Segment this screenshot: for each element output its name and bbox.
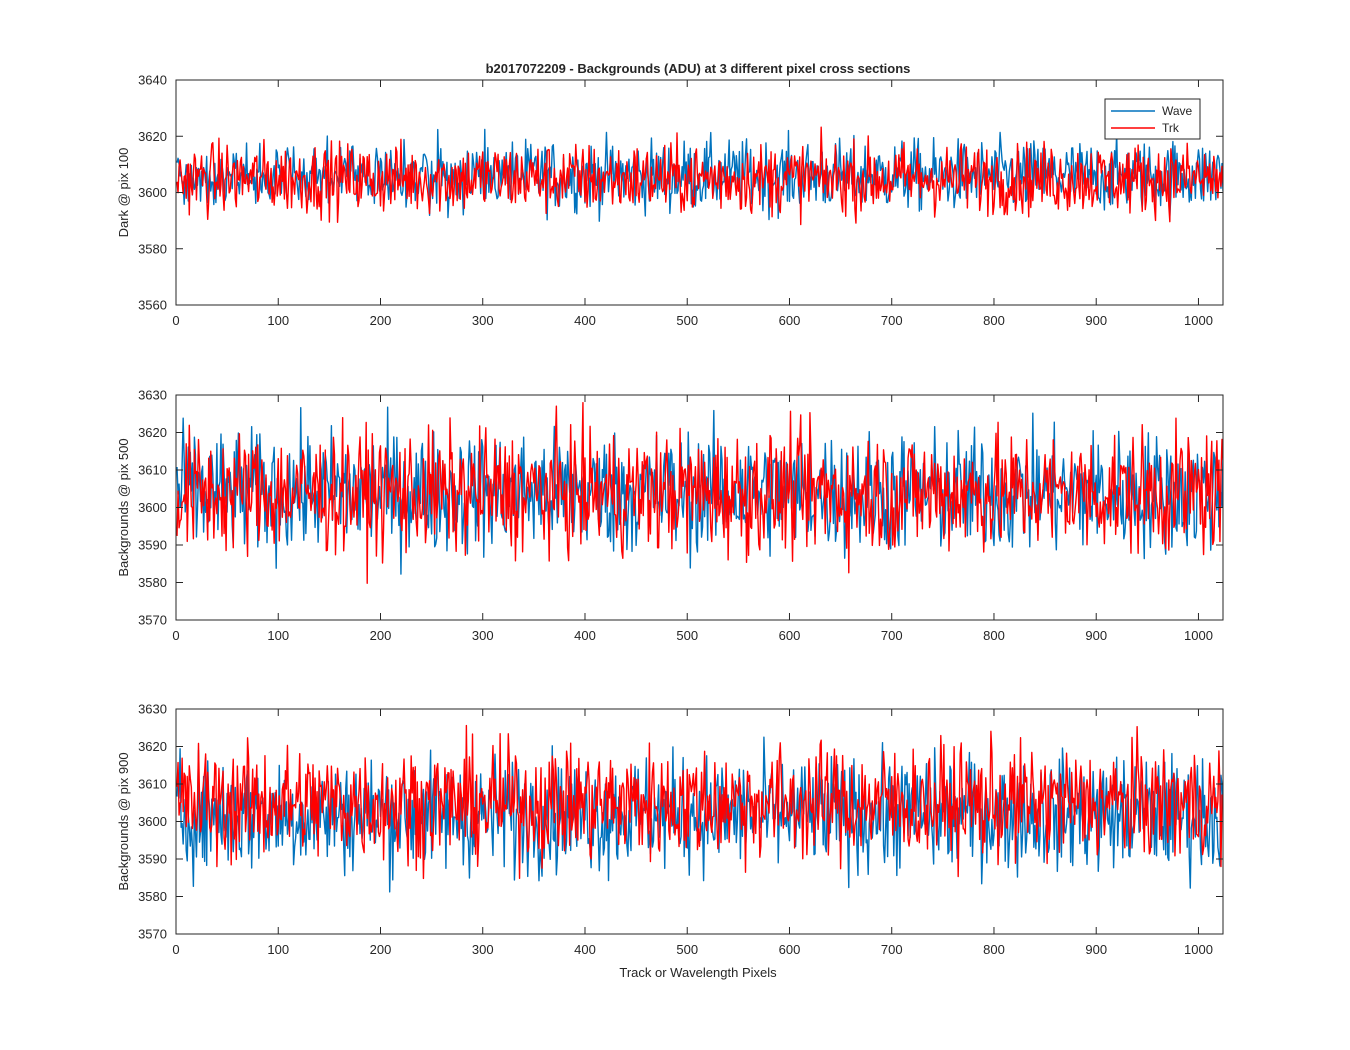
x-tick-label: 300	[472, 628, 494, 643]
series-trk-line	[176, 402, 1223, 584]
x-tick-label: 700	[881, 628, 903, 643]
panel-2: 0 100 200 300 400 500 600 700 800 900 1000 3570 3580…	[116, 388, 1224, 643]
y-tick-label: 3580	[138, 575, 167, 590]
x-tick-label: 900	[1085, 313, 1107, 328]
x-tick-label: 400	[574, 628, 596, 643]
x-tick-label: 700	[881, 313, 903, 328]
panel-3: 0 100 200 300 400 500 600 700 800 900 1000 3570 3580…	[116, 702, 1224, 957]
x-tick-label: 200	[370, 628, 392, 643]
x-tick-label: 500	[676, 313, 698, 328]
y-tick-label: 3580	[138, 889, 167, 904]
y-tick-label: 3600	[138, 814, 167, 829]
y-axis-label: Dark @ pix 100	[116, 148, 131, 238]
x-tick-label: 300	[472, 942, 494, 957]
y-tick-label: 3600	[138, 185, 167, 200]
y-tick-label: 3590	[138, 852, 167, 867]
x-tick-label: 100	[267, 942, 289, 957]
legend: Wave Trk	[1104, 98, 1201, 140]
x-axis-label: Track or Wavelength Pixels	[619, 965, 777, 980]
y-tick-label: 3620	[138, 425, 167, 440]
panel-1: 0 100 200 300 400 500 600 700 800 900 1000 3560 3580…	[116, 73, 1224, 328]
y-tick-label: 3630	[138, 388, 167, 403]
x-tick-label: 600	[779, 942, 801, 957]
x-tick-label: 800	[983, 313, 1005, 328]
y-tick-label: 3620	[138, 739, 167, 754]
legend-box	[1104, 98, 1201, 140]
y-axis-label: Backgrounds @ pix 500	[116, 438, 131, 576]
x-tick-label: 400	[574, 313, 596, 328]
series-trk-line	[176, 724, 1223, 880]
x-tick-label: 100	[267, 313, 289, 328]
panels: 0 100 200 300 400 500 600 700 800 900 100035603580…	[116, 73, 1224, 957]
y-tick-label: 3610	[138, 777, 167, 792]
x-tick-label: 400	[574, 942, 596, 957]
y-tick-label: 3610	[138, 463, 167, 478]
y-tick-label: 3590	[138, 538, 167, 553]
x-tick-label: 700	[881, 942, 903, 957]
y-tick-label: 3640	[138, 73, 167, 88]
x-tick-label: 1000	[1184, 313, 1213, 328]
series-trk-line	[176, 126, 1223, 226]
x-tick-label: 100	[267, 628, 289, 643]
x-tick-label: 500	[676, 628, 698, 643]
x-tick-label: 900	[1085, 942, 1107, 957]
figure-title: b2017072209 - Backgrounds (ADU) at 3 dif…	[486, 61, 911, 76]
y-axis-label: Backgrounds @ pix 900	[116, 752, 131, 890]
x-tick-label: 800	[983, 942, 1005, 957]
x-tick-label: 200	[370, 942, 392, 957]
x-tick-label: 500	[676, 942, 698, 957]
x-tick-label: 0	[172, 628, 179, 643]
x-tick-label: 600	[779, 313, 801, 328]
y-tick-label: 3570	[138, 613, 167, 628]
y-tick-label: 3630	[138, 702, 167, 717]
y-tick-label: 3620	[138, 129, 167, 144]
y-tick-label: 3600	[138, 500, 167, 515]
x-tick-label: 0	[172, 313, 179, 328]
x-tick-label: 0	[172, 942, 179, 957]
x-tick-label: 300	[472, 313, 494, 328]
legend-label-trk: Trk	[1162, 121, 1180, 135]
y-tick-label: 3560	[138, 298, 167, 313]
x-tick-label: 800	[983, 628, 1005, 643]
y-tick-label: 3570	[138, 927, 167, 942]
x-tick-label: 1000	[1184, 942, 1213, 957]
x-tick-label: 1000	[1184, 628, 1213, 643]
x-tick-label: 600	[779, 628, 801, 643]
x-tick-label: 900	[1085, 628, 1107, 643]
y-tick-label: 3580	[138, 241, 167, 256]
x-tick-label: 200	[370, 313, 392, 328]
legend-label-wave: Wave	[1162, 104, 1193, 118]
